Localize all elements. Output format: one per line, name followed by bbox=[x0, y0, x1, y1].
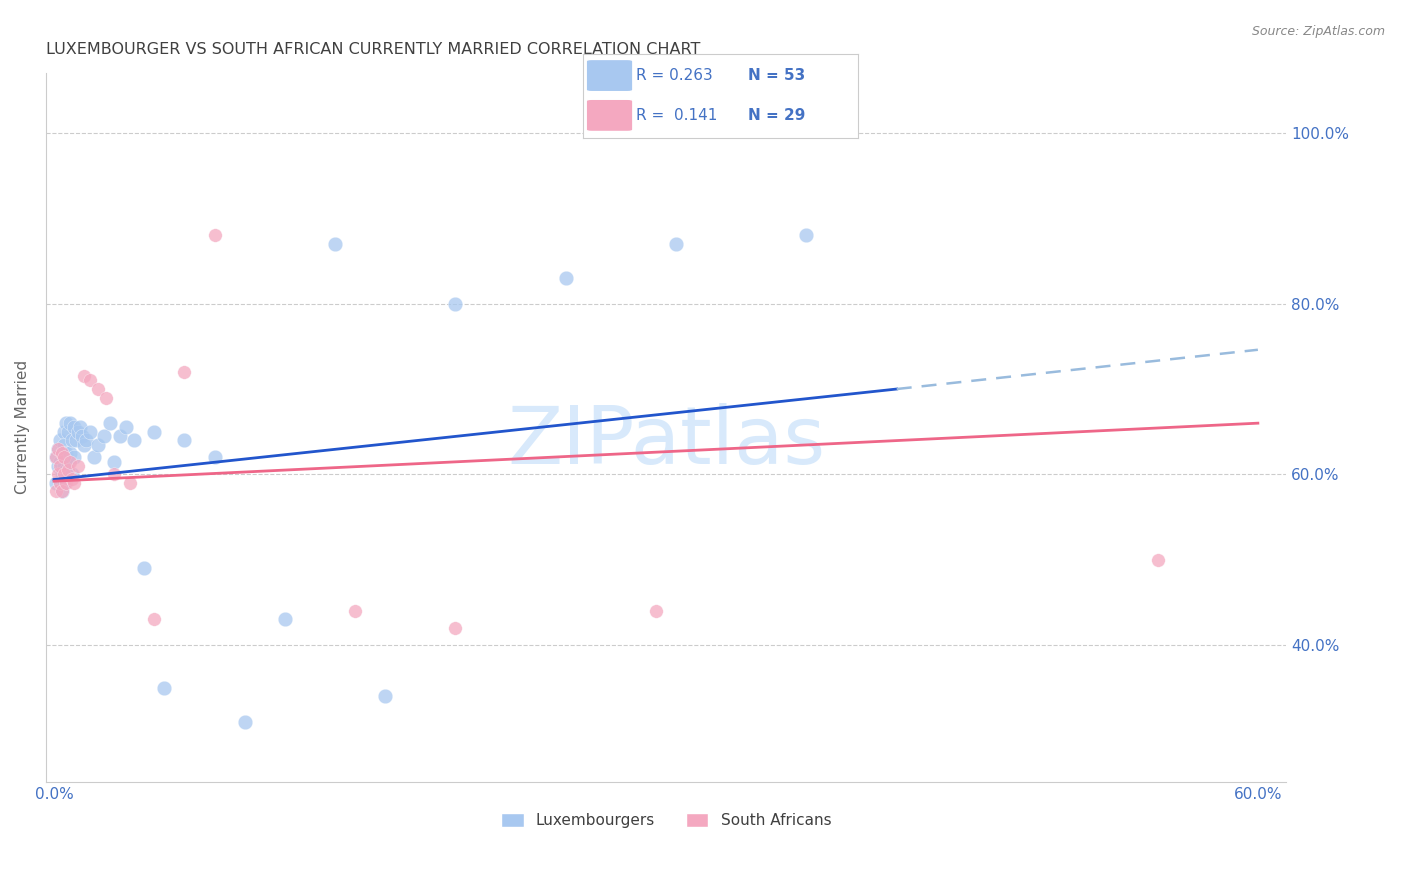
Point bbox=[60, 472, 83, 486]
Point bbox=[55, 463, 77, 477]
Point bbox=[75, 434, 97, 448]
Point bbox=[79, 374, 101, 388]
Point bbox=[51, 484, 73, 499]
Point bbox=[53, 458, 76, 473]
Point bbox=[49, 454, 72, 468]
Point bbox=[323, 236, 346, 251]
Point bbox=[70, 429, 93, 443]
FancyBboxPatch shape bbox=[586, 99, 633, 131]
Point bbox=[645, 604, 668, 618]
Point bbox=[46, 467, 69, 482]
Point bbox=[143, 425, 166, 439]
Text: N = 53: N = 53 bbox=[748, 68, 806, 83]
Point bbox=[56, 463, 79, 477]
Point bbox=[53, 475, 76, 490]
Point bbox=[53, 467, 76, 482]
Point bbox=[233, 714, 256, 729]
Point bbox=[103, 467, 125, 482]
Point bbox=[46, 442, 69, 456]
Point bbox=[374, 690, 396, 704]
Point bbox=[93, 429, 115, 443]
Point bbox=[444, 296, 467, 310]
Point bbox=[274, 612, 297, 626]
Point bbox=[53, 425, 76, 439]
Point bbox=[87, 437, 110, 451]
Point bbox=[56, 454, 79, 468]
Point bbox=[63, 475, 86, 490]
Point bbox=[63, 420, 86, 434]
Point bbox=[45, 484, 67, 499]
Point bbox=[45, 450, 67, 465]
Point bbox=[343, 604, 366, 618]
Point bbox=[49, 475, 72, 490]
Text: R = 0.263: R = 0.263 bbox=[636, 68, 713, 83]
Point bbox=[665, 236, 688, 251]
Point bbox=[122, 434, 145, 448]
Point bbox=[153, 681, 176, 695]
Point bbox=[134, 561, 156, 575]
Point bbox=[63, 450, 86, 465]
Point bbox=[55, 416, 77, 430]
Point bbox=[45, 475, 67, 490]
Point bbox=[103, 454, 125, 468]
Point bbox=[53, 450, 76, 465]
Point bbox=[55, 475, 77, 490]
Point bbox=[67, 425, 90, 439]
Point bbox=[444, 621, 467, 635]
Point bbox=[56, 425, 79, 439]
Point bbox=[554, 271, 576, 285]
Point bbox=[115, 420, 138, 434]
Point bbox=[67, 458, 90, 473]
Point bbox=[83, 450, 105, 465]
Text: R =  0.141: R = 0.141 bbox=[636, 108, 717, 123]
Point bbox=[46, 458, 69, 473]
Point bbox=[45, 450, 67, 465]
Point bbox=[55, 446, 77, 460]
Point bbox=[60, 467, 83, 482]
Point bbox=[120, 475, 142, 490]
Point bbox=[59, 446, 82, 460]
Point bbox=[79, 425, 101, 439]
Point bbox=[59, 454, 82, 468]
Point bbox=[51, 467, 73, 482]
Text: LUXEMBOURGER VS SOUTH AFRICAN CURRENTLY MARRIED CORRELATION CHART: LUXEMBOURGER VS SOUTH AFRICAN CURRENTLY … bbox=[46, 42, 700, 57]
Point bbox=[49, 475, 72, 490]
Point bbox=[46, 442, 69, 456]
Point bbox=[49, 434, 72, 448]
Text: N = 29: N = 29 bbox=[748, 108, 806, 123]
Point bbox=[69, 420, 91, 434]
Point bbox=[60, 434, 83, 448]
Point bbox=[59, 416, 82, 430]
Point bbox=[204, 450, 226, 465]
Point bbox=[173, 434, 195, 448]
Point bbox=[796, 228, 818, 243]
Point bbox=[98, 416, 121, 430]
Point bbox=[65, 434, 87, 448]
Text: ZIPatlas: ZIPatlas bbox=[508, 402, 825, 481]
Legend: Luxembourgers, South Africans: Luxembourgers, South Africans bbox=[495, 807, 838, 834]
Point bbox=[73, 369, 96, 384]
Point bbox=[1146, 553, 1168, 567]
Point bbox=[53, 437, 76, 451]
Point bbox=[173, 365, 195, 379]
Point bbox=[143, 612, 166, 626]
Point bbox=[49, 458, 72, 473]
FancyBboxPatch shape bbox=[586, 60, 633, 92]
Text: Source: ZipAtlas.com: Source: ZipAtlas.com bbox=[1251, 25, 1385, 38]
Y-axis label: Currently Married: Currently Married bbox=[15, 360, 30, 494]
Point bbox=[51, 446, 73, 460]
Point bbox=[51, 446, 73, 460]
Point bbox=[204, 228, 226, 243]
Point bbox=[87, 382, 110, 396]
Point bbox=[96, 391, 118, 405]
Point bbox=[73, 437, 96, 451]
Point bbox=[51, 484, 73, 499]
Point bbox=[108, 429, 131, 443]
